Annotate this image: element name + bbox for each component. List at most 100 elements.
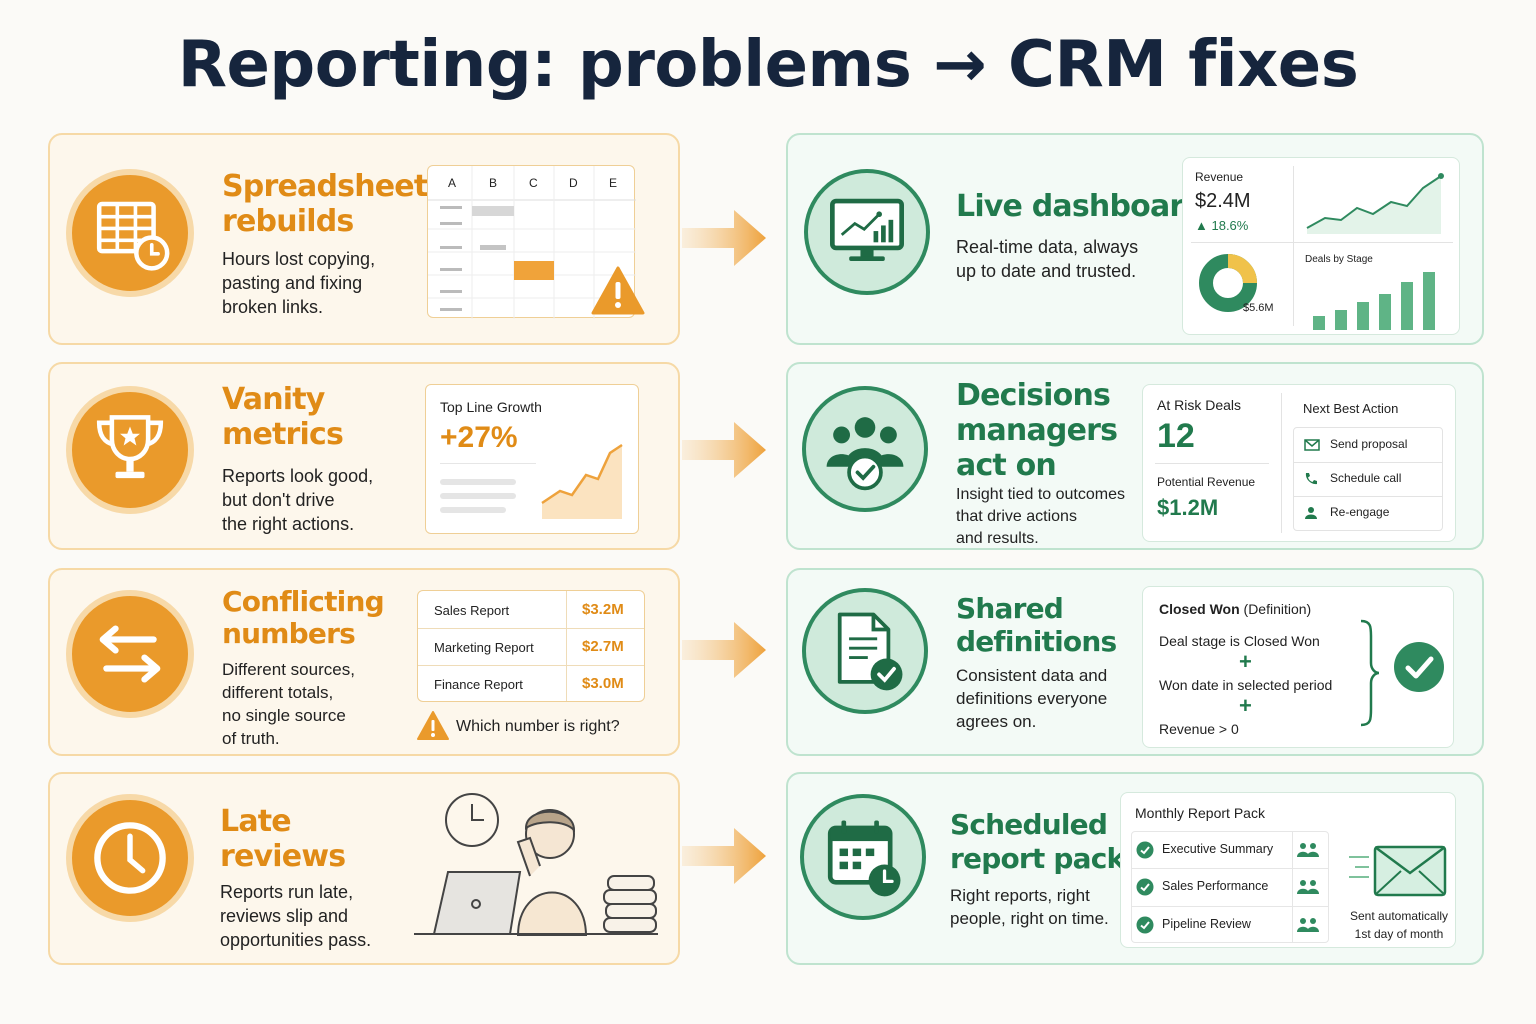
definition-rule: Revenue > 0 (1159, 721, 1239, 737)
arrow-right-icon (682, 210, 766, 266)
action-label: Schedule call (1330, 471, 1402, 485)
report-item-sales-performance[interactable]: Sales Performance (1132, 869, 1328, 905)
fix-panel-decisions: Decisions managers act on Insight tied t… (786, 362, 1484, 550)
brace-icon (1360, 619, 1380, 727)
fix-heading: definitions (956, 625, 1117, 658)
report-comparison-table: Sales Report $3.2M Marketing Report $2.7… (417, 590, 645, 702)
definition-title: Closed Won (1159, 601, 1240, 617)
decisions-preview: At Risk Deals 12 Potential Revenue $1.2M… (1142, 384, 1456, 542)
report-pack-card: Monthly Report Pack Executive Summary Sa… (1120, 792, 1456, 948)
fix-heading: Live dashboards (956, 189, 1222, 224)
fix-heading: Decisions (956, 378, 1111, 413)
revenue-trend-chart (1306, 173, 1444, 234)
problem-body: Reports look good, (222, 466, 374, 486)
problem-heading: Vanity (222, 382, 325, 417)
problem-panel-vanity: Vanity metrics Reports look good, but do… (48, 362, 680, 550)
clock-icon (66, 794, 194, 922)
arrow-right-icon (682, 828, 766, 884)
problem-heading: Conflicting (222, 585, 385, 618)
spreadsheet-clock-icon (66, 169, 194, 297)
problem-heading: numbers (222, 617, 356, 650)
fix-body: Real-time data, always (956, 237, 1139, 257)
fix-body: Consistent data and (956, 666, 1108, 685)
report-name: Sales Report (434, 603, 510, 618)
potential-value: $1.2M (1157, 495, 1219, 520)
definition-rule: Won date in selected period (1159, 677, 1333, 693)
fix-body: that drive actions (956, 508, 1077, 525)
sent-line: Sent automatically (1349, 909, 1449, 923)
action-list: Send proposal Schedule call Re-engage (1293, 427, 1443, 531)
deals-by-stage-chart (1313, 272, 1435, 330)
growth-value: +27% (440, 421, 518, 454)
action-send-proposal[interactable]: Send proposal (1294, 428, 1442, 462)
report-item-label: Executive Summary (1162, 842, 1274, 856)
spreadsheet-illustration: A B C D E (427, 165, 636, 319)
problem-body: Different sources, (222, 660, 355, 679)
problem-body: but don't drive (222, 490, 335, 510)
person-icon (1305, 507, 1317, 519)
potential-label: Potential Revenue (1157, 475, 1256, 489)
problem-body: opportunities pass. (220, 930, 372, 950)
fix-panel-dashboards: Live dashboards Real-time data, always u… (786, 133, 1484, 345)
report-item-label: Sales Performance (1162, 879, 1269, 893)
problem-heading: reviews (220, 839, 346, 874)
monitor-chart-icon (804, 169, 930, 295)
action-label: Re-engage (1330, 505, 1390, 519)
problem-body: the right actions. (222, 514, 355, 534)
column-header: E (609, 176, 618, 190)
calendar-clock-icon (800, 794, 926, 920)
deals-by-stage-label: Deals by Stage (1305, 254, 1373, 265)
check-circle-icon (1136, 916, 1154, 934)
report-value: $2.7M (582, 638, 624, 655)
column-header: C (529, 176, 538, 190)
fix-body: people, right on time. (950, 909, 1109, 928)
report-item-executive-summary[interactable]: Executive Summary (1132, 832, 1328, 868)
action-re-engage[interactable]: Re-engage (1294, 496, 1442, 530)
problem-panel-late: Late reviews Reports run late, reviews s… (48, 772, 680, 965)
plus-sign: + (1239, 693, 1252, 718)
growth-card: Top Line Growth +27% (425, 384, 639, 534)
revenue-label: Revenue (1195, 170, 1244, 184)
dashboard-preview: Revenue $2.4M ▲ 18.6% $5.6M Deals by Sta… (1182, 157, 1460, 335)
problem-body: Hours lost copying, (222, 249, 376, 269)
definition-rule: Deal stage is Closed Won (1159, 633, 1320, 649)
donut-chart (1199, 254, 1257, 312)
problem-heading: Spreadsheet (222, 169, 428, 204)
people-icon (1297, 918, 1319, 932)
revenue-value: $2.4M (1195, 190, 1251, 212)
fix-body: agrees on. (956, 712, 1037, 731)
problem-heading: rebuilds (222, 204, 354, 239)
definition-subtitle: (Definition) (1239, 601, 1312, 617)
check-circle-icon (1136, 878, 1154, 896)
pack-title: Monthly Report Pack (1135, 805, 1265, 821)
growth-chart (541, 443, 623, 519)
fix-body: and results. (956, 530, 1039, 547)
problem-body: different totals, (222, 683, 334, 702)
people-icon (1297, 880, 1319, 894)
people-icon (1297, 843, 1319, 857)
problem-panel-spreadsheet: Spreadsheet rebuilds Hours lost copying,… (48, 133, 680, 345)
action-schedule-call[interactable]: Schedule call (1294, 462, 1442, 496)
arrow-right-icon (682, 422, 766, 478)
fix-body: Right reports, right (950, 886, 1090, 905)
action-label: Send proposal (1330, 437, 1408, 451)
report-name: Marketing Report (434, 640, 534, 655)
mail-icon (1304, 439, 1320, 451)
column-header: B (489, 176, 498, 190)
problem-body: of truth. (222, 729, 280, 748)
fix-panel-scheduled: Scheduled report packs Right reports, ri… (786, 772, 1484, 965)
report-list: Executive Summary Sales Performance Pipe… (1131, 831, 1329, 943)
problem-heading: Late (220, 804, 292, 839)
swap-arrows-icon (66, 590, 194, 718)
fix-heading: report packs (950, 842, 1141, 875)
check-circle-icon (1136, 841, 1154, 859)
definition-card: Closed Won (Definition) Deal stage is Cl… (1142, 586, 1454, 748)
growth-label: Top Line Growth (440, 399, 542, 415)
report-item-pipeline-review[interactable]: Pipeline Review (1132, 907, 1328, 943)
warning-text: Which number is right? (456, 718, 620, 735)
check-circle-icon (1394, 642, 1444, 692)
fix-heading: managers (956, 413, 1118, 448)
column-header: A (448, 176, 457, 190)
at-risk-value: 12 (1157, 417, 1195, 455)
plus-sign: + (1239, 649, 1252, 674)
